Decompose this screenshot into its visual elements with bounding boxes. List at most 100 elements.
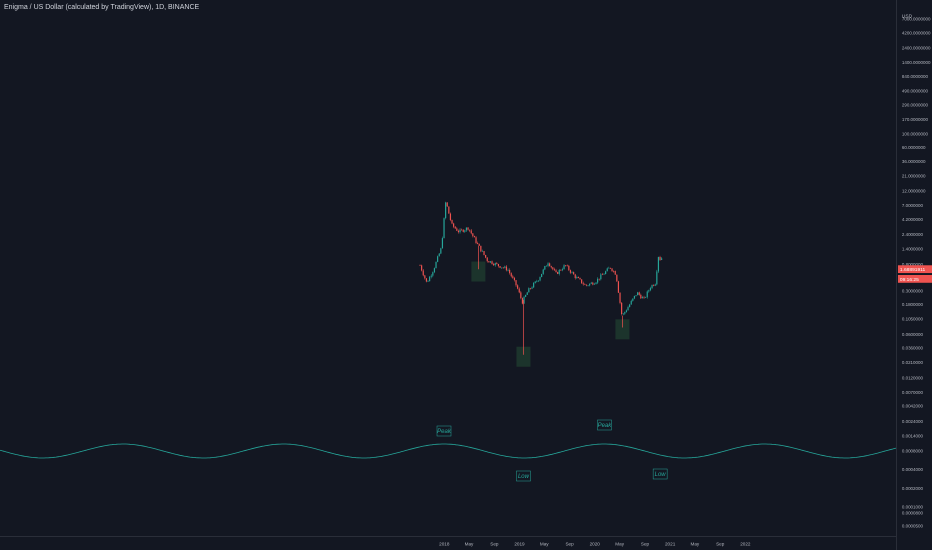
time-tick-label: 2022 [740,541,751,546]
currency-label: USD [902,13,913,19]
candle-body [587,285,589,287]
candle-body [488,261,490,263]
candle-body [501,267,503,269]
candle-body [609,267,612,269]
candle-body [547,263,549,266]
candle-body [611,268,613,272]
candle-body [566,265,568,267]
candle-body [435,261,437,269]
price-tick-label: 0.0210000 [902,360,924,365]
candle-body [653,285,655,286]
candle-body [453,223,455,227]
candle-body [624,312,626,314]
candle-body [525,294,527,297]
candle-body [491,261,493,265]
candle-body [480,245,482,252]
candle-body [489,261,492,263]
candle-body [446,202,448,207]
candle-body [657,257,660,272]
time-tick-label: Sep [641,541,650,546]
plot-area[interactable]: Peak Low Peak Low [0,0,896,536]
candle-body [659,257,661,260]
candle-body [518,288,520,293]
candle-body [557,272,559,274]
candle-body [549,263,551,267]
candle-body [643,297,645,298]
candle-body [494,263,496,266]
candle-body [475,237,477,243]
candle-body [445,202,447,219]
price-tick-label: 4200.0000000 [902,30,931,35]
peak-label-box [597,419,612,431]
price-tick-label: 840.0000000 [902,74,929,79]
candle-body [632,298,634,301]
candle-body [481,251,484,252]
candle-body [459,229,461,233]
candle-body [478,243,480,246]
candle-body [454,226,456,229]
candle-body [603,274,605,275]
annotation-layer: Peak Low Peak Low [436,419,668,482]
candle-body [625,310,628,313]
candle-body [600,274,602,280]
countdown-badge [897,275,932,283]
candle-body [595,282,597,284]
price-tick-label: 0.0001000 [902,505,924,510]
candle-body [517,285,519,289]
price-tick-label: 7.0000000 [902,203,924,208]
price-tick-label: 0.8000000 [902,262,924,267]
candle-body [579,278,581,280]
candle-body [520,292,522,299]
candle-body [649,288,652,291]
candle-body [505,266,508,271]
candle-body [486,257,488,262]
candle-body [449,213,452,221]
candle-body [536,281,538,282]
time-tick-label: May [540,541,549,546]
candle-body [635,295,637,296]
candle-body [601,274,604,276]
time-tick-label: 2020 [590,541,601,546]
candle-body [485,254,487,258]
candle-body [464,230,466,232]
candle-body [573,272,575,275]
candle-body [470,230,472,234]
time-tick-label: Sep [716,541,725,546]
low-marker-box [516,346,531,367]
low-label: Low [518,474,530,480]
candle-body [638,292,640,295]
candle-body [622,313,624,315]
time-axis[interactable]: 2018 May Sep 2019 May Sep 2020 May Sep 2021 May Sep… [0,536,896,550]
candle-body [605,271,607,275]
candle-body [553,269,556,271]
candle-body [493,264,495,266]
cycle-wave-line [0,443,896,459]
candle-body [441,238,444,249]
price-tick-label: 0.0070000 [902,390,924,395]
time-tick-label: May [690,541,699,546]
current-price-badge [897,265,932,274]
price-axis[interactable]: USD 7000.0000000 4200.0000000 2400.0000000… [896,0,932,550]
candle-body [502,267,504,269]
candle-body [521,298,524,304]
price-tick-label: 12.0000000 [902,189,926,194]
price-tick-label: 0.0600000 [902,332,924,337]
price-tick-label: 0.0024000 [902,419,924,424]
candle-body [661,258,663,260]
candle-body [496,263,498,264]
time-tick-label: 2018 [439,541,450,546]
price-tick-label: 490.0000000 [902,88,929,93]
candle-body [437,256,439,262]
candle-body [529,288,532,289]
candle-body [597,278,599,283]
price-tick-label: 0.0014000 [902,433,924,438]
candle-body [550,266,552,268]
cycle-wave-layer [0,443,896,459]
candle-body [477,242,479,244]
price-tick-label: 0.0008000 [902,448,924,453]
low-label: Low [655,472,667,478]
candle-body [448,206,450,214]
candle-body [582,283,584,285]
candle-body [461,229,463,231]
price-tick-label: 0.1800000 [902,302,924,307]
